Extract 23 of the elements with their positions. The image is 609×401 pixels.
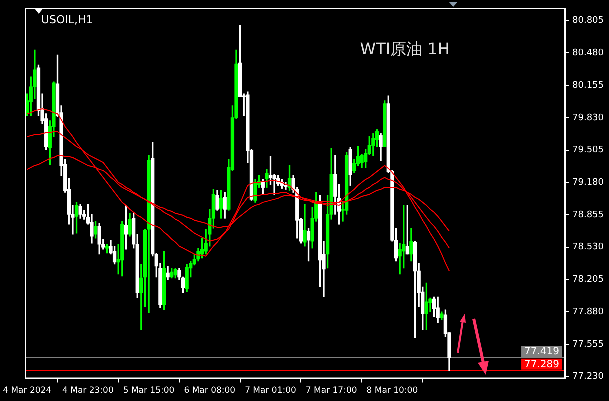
x-tick-label: 7 Mar 01:00 (245, 386, 296, 396)
y-tick-label: 77.880 (572, 307, 604, 318)
y-tick-label: 80.155 (572, 80, 604, 91)
y-tick-label: 79.830 (572, 113, 604, 124)
x-tick-label: 5 Mar 15:00 (123, 386, 175, 396)
x-tick-label: 8 Mar 10:00 (366, 386, 418, 396)
y-tick-label: 78.855 (572, 210, 604, 220)
y-tick-label: 78.530 (572, 242, 604, 253)
x-tick-label: 4 Mar 23:00 (62, 386, 114, 396)
x-tick-label: 4 Mar 2024 (3, 386, 52, 396)
x-tick-label: 7 Mar 17:00 (306, 386, 358, 396)
text: USOIL,H1 (41, 13, 94, 26)
annotation: WTI原油 1H (360, 40, 450, 59)
y-tick-label: 78.205 (572, 275, 604, 286)
ref-line-label: 77.289 (524, 360, 560, 371)
x-tick-label: 6 Mar 08:00 (184, 386, 236, 396)
y-tick-label: 77.230 (572, 372, 604, 382)
ref-line-label: 77.419 (524, 346, 560, 358)
y-tick-label: 80.480 (572, 48, 604, 59)
y-tick-label: 79.505 (572, 146, 604, 156)
y-tick-label: 79.180 (572, 178, 604, 188)
y-tick-label: 77.555 (572, 340, 604, 350)
y-tick-label: 80.805 (572, 16, 604, 26)
